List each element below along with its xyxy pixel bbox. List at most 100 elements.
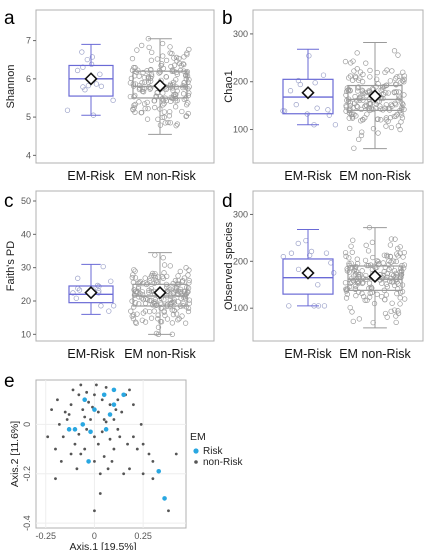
data-point [185, 289, 191, 295]
data-point [159, 40, 166, 47]
scatter-point [116, 427, 120, 431]
data-point [326, 112, 332, 118]
y-tick-label: 200 [233, 256, 248, 266]
data-point [183, 73, 189, 79]
scatter-point [103, 427, 109, 432]
data-point [360, 279, 366, 286]
data-point [153, 330, 160, 337]
data-point [171, 55, 177, 61]
x-category-label: EM-Risk [67, 169, 115, 183]
scatter-point [151, 460, 155, 463]
data-point [148, 57, 155, 63]
scatter-point [132, 435, 135, 439]
scatter-point [88, 429, 93, 435]
data-point [85, 82, 92, 89]
scatter-point [167, 509, 170, 513]
data-point [130, 312, 137, 318]
data-point [93, 81, 100, 87]
mean-marker [301, 266, 315, 280]
data-point [351, 68, 357, 74]
scatter-point [121, 392, 126, 398]
y-tick-label: 40 [21, 229, 31, 239]
data-point [361, 293, 367, 300]
data-point [168, 63, 174, 70]
x-tick-label: -0.25 [35, 531, 56, 541]
data-point [346, 255, 352, 261]
data-point [397, 250, 403, 256]
data-point [134, 311, 140, 317]
data-point [367, 67, 373, 74]
scatter-point [75, 467, 79, 471]
data-point [73, 295, 79, 301]
data-point [140, 89, 147, 95]
data-point [293, 102, 299, 108]
data-point [183, 304, 189, 310]
data-point [363, 242, 369, 248]
data-point [354, 50, 360, 56]
data-point [394, 74, 400, 80]
data-point [186, 46, 192, 53]
data-point [398, 274, 404, 281]
data-point [392, 236, 398, 242]
scatter-point [71, 388, 75, 392]
data-point [342, 250, 349, 256]
panel-d: 100 200 300 Observed species EM-Risk EM non-R… [223, 190, 424, 361]
y-tick-label: 20 [21, 296, 31, 306]
data-point [141, 101, 148, 107]
data-point [172, 94, 178, 100]
data-point [364, 111, 370, 117]
y-axis-label: Faith's PD [5, 241, 17, 291]
data-point [396, 73, 403, 79]
scatter-point [112, 447, 116, 451]
data-point [393, 319, 399, 325]
scatter-point [120, 410, 124, 414]
data-point [380, 95, 386, 102]
data-point [169, 307, 175, 313]
scatter-point [102, 418, 106, 421]
scatter-point [100, 398, 104, 402]
data-point [157, 300, 164, 306]
data-point [140, 296, 147, 303]
data-point [98, 303, 104, 309]
data-point [381, 252, 388, 258]
data-point [160, 90, 166, 96]
plot-frame [35, 9, 215, 164]
data-point [136, 294, 142, 300]
data-point [131, 292, 138, 298]
data-point [96, 288, 102, 294]
data-point [148, 78, 154, 84]
data-point [76, 287, 83, 293]
data-point [135, 67, 141, 73]
data-point [383, 90, 389, 96]
data-point [393, 258, 399, 265]
data-point [149, 270, 156, 277]
data-point [387, 242, 394, 248]
data-point [179, 313, 185, 319]
data-point [399, 78, 406, 84]
data-point [347, 280, 353, 286]
data-point [163, 57, 170, 64]
data-point [129, 274, 135, 281]
data-point [359, 268, 365, 274]
data-point [360, 97, 366, 103]
data-point [349, 309, 355, 315]
data-point [378, 87, 384, 93]
data-point [331, 270, 337, 276]
scatter-point [56, 398, 59, 402]
data-point [64, 107, 71, 113]
data-point [353, 292, 359, 299]
data-point [359, 88, 366, 94]
data-point [342, 58, 349, 65]
data-point [172, 285, 178, 291]
scatter-point [106, 467, 110, 471]
data-point [152, 275, 159, 281]
data-point [129, 55, 136, 62]
data-point [398, 79, 404, 85]
data-point [391, 282, 398, 289]
data-point [350, 58, 356, 64]
panel-b: 100 200 300 Chao1 EM-Risk EM non-Risk [223, 9, 424, 183]
scatter-point [85, 390, 89, 394]
scatter-point [111, 387, 117, 393]
data-point [387, 115, 394, 121]
data-point [400, 69, 406, 75]
